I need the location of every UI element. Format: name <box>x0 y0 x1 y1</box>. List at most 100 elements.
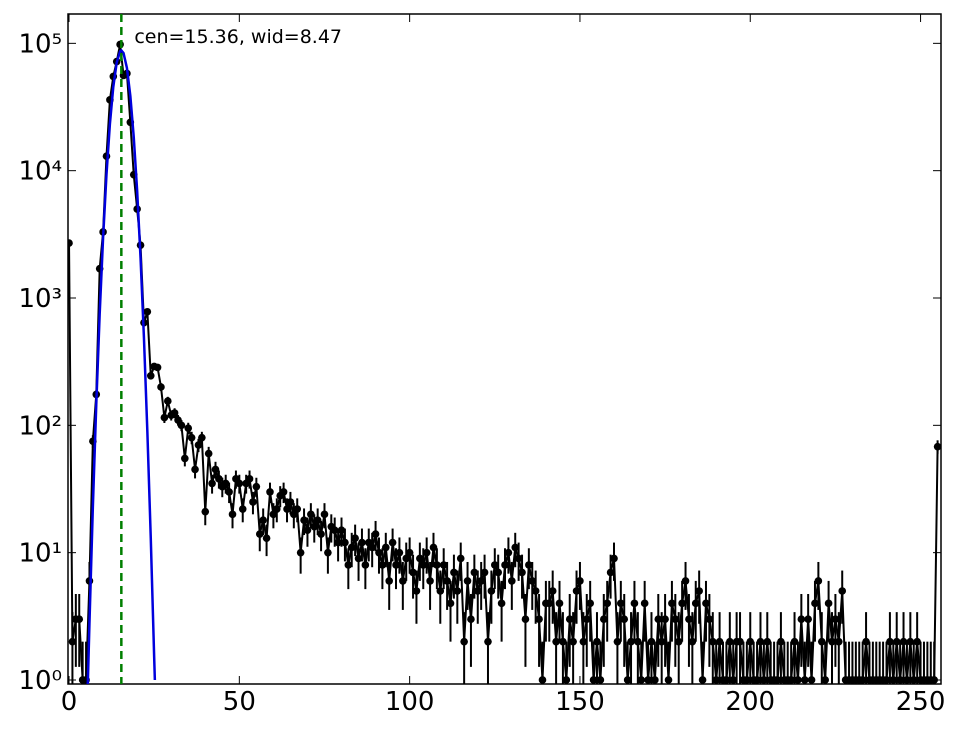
data-point <box>293 505 302 513</box>
data-point <box>797 615 806 624</box>
data-point <box>279 488 288 496</box>
data-point <box>456 554 465 563</box>
data-point <box>344 561 353 569</box>
data-point <box>804 615 812 624</box>
data-point <box>715 637 724 646</box>
data-point <box>194 441 203 449</box>
data-point <box>760 676 768 684</box>
data-point <box>657 637 666 646</box>
data-point <box>538 676 547 684</box>
data-point <box>334 538 342 547</box>
data-point <box>187 433 196 442</box>
data-point <box>565 615 574 624</box>
y-tick-label: 10⁰ <box>18 666 62 696</box>
data-point <box>463 577 472 585</box>
data-point <box>773 676 782 684</box>
data-point <box>576 577 584 585</box>
data-point <box>743 676 751 684</box>
data-point <box>886 637 894 646</box>
data-point <box>221 479 230 488</box>
data-point <box>307 510 315 519</box>
data-point <box>933 442 941 451</box>
data-point <box>651 676 659 684</box>
y-tick-label: 10¹ <box>18 539 62 569</box>
data-point <box>385 577 394 585</box>
data-line <box>68 44 939 681</box>
data-point <box>668 599 676 608</box>
data-point <box>589 676 598 684</box>
data-point <box>736 637 744 646</box>
y-tick-label: 10⁴ <box>18 157 62 187</box>
data-point <box>177 421 186 430</box>
data-point <box>640 599 649 608</box>
data-point <box>453 587 462 595</box>
data-point <box>225 488 233 496</box>
data-point <box>678 599 686 608</box>
data-point <box>794 676 802 684</box>
data-point <box>317 530 325 538</box>
data-point <box>545 599 554 608</box>
data-point <box>518 568 526 577</box>
data-point <box>817 637 826 646</box>
data-point <box>559 637 567 646</box>
data-point <box>143 307 152 316</box>
data-point <box>497 599 506 608</box>
data-point <box>228 510 237 519</box>
data-point <box>753 676 761 684</box>
data-point <box>593 637 601 646</box>
data-point <box>613 637 622 646</box>
data-point <box>634 637 642 646</box>
data-point <box>75 615 84 624</box>
data-point <box>787 676 795 684</box>
data-point <box>807 676 816 684</box>
data-point <box>255 530 264 538</box>
data-point <box>375 548 383 557</box>
data-point <box>746 637 755 646</box>
data-point <box>606 568 615 577</box>
data-point <box>487 587 496 595</box>
data-point <box>337 526 346 535</box>
data-point <box>416 554 424 563</box>
data-point <box>824 599 833 608</box>
data-point <box>198 433 206 442</box>
data-point <box>862 637 870 646</box>
data-point <box>688 637 697 646</box>
data-point <box>484 637 492 646</box>
data-point <box>579 637 588 646</box>
x-tick-label: 0 <box>61 687 78 717</box>
data-point <box>392 561 400 569</box>
data-point <box>603 599 611 608</box>
data-point <box>821 676 829 684</box>
data-point <box>252 482 261 491</box>
data-point <box>470 568 479 577</box>
data-point <box>654 615 663 624</box>
data-point <box>286 498 295 506</box>
data-point <box>164 397 172 405</box>
data-point <box>426 577 434 585</box>
data-point <box>272 505 281 513</box>
data-point <box>790 637 799 646</box>
x-tick-label: 150 <box>555 687 605 717</box>
data-point <box>685 615 693 624</box>
plot-frame <box>67 13 942 685</box>
data-point <box>661 615 669 624</box>
data-point <box>204 449 213 458</box>
data-point <box>358 538 366 547</box>
data-point <box>395 548 404 557</box>
data-point <box>429 543 438 552</box>
data-point <box>729 676 738 684</box>
data-point <box>351 534 359 542</box>
data-point <box>521 615 530 624</box>
data-point <box>698 676 707 684</box>
data-point <box>708 637 717 646</box>
data-point <box>235 479 244 488</box>
data-point <box>303 526 312 535</box>
data-point <box>450 568 458 577</box>
data-point <box>68 239 73 247</box>
data-point <box>528 577 537 585</box>
data-point <box>702 599 710 608</box>
data-point <box>811 599 819 608</box>
data-point <box>157 383 165 391</box>
data-point <box>548 587 557 595</box>
data-point <box>215 475 223 483</box>
